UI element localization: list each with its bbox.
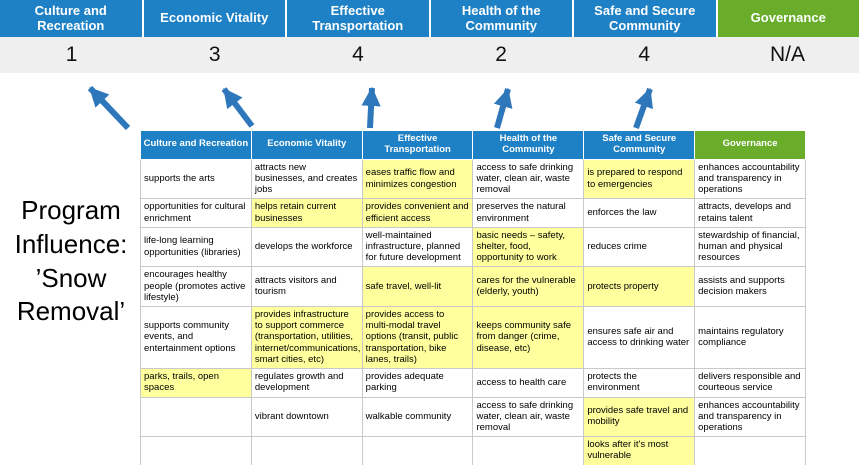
pillar-banner-health-of-the-community: Health of the Community <box>430 0 574 37</box>
matrix-row-6: parks, trails, open spaces regulates grow… <box>140 368 806 398</box>
matrix-cell: vibrant downtown <box>250 396 363 438</box>
matrix-cell-empty <box>472 436 585 465</box>
matrix-cell: enforces the law <box>583 198 696 228</box>
matrix-cell: basic needs – safety, shelter, food, opp… <box>472 226 585 268</box>
matrix-row-2: opportunities for cultural enrichment hel… <box>140 198 806 228</box>
matrix-cell: opportunities for cultural enrichment <box>140 198 252 228</box>
matrix-header-effective-transportation: Effective Transportation <box>361 130 474 160</box>
pillar-score-governance: N/A <box>769 43 805 66</box>
matrix-cell: protects the environment <box>583 368 696 398</box>
matrix-cell: life-long learning opportunities (librar… <box>140 226 252 268</box>
matrix-cell: walkable community <box>361 396 474 438</box>
matrix-cell-empty <box>361 436 474 465</box>
matrix-cell: access to safe drinking water, clean air… <box>472 158 585 200</box>
pillar-score-safe-and-secure-community: 4 <box>638 43 651 66</box>
arrow-icon <box>87 85 131 131</box>
matrix-cell: delivers responsible and courteous servi… <box>694 368 806 398</box>
matrix-cell: safe travel, well-lit <box>361 266 474 308</box>
matrix-cell: looks after it's most vulnerable <box>583 436 696 465</box>
matrix-cell: supports the arts <box>140 158 252 200</box>
matrix-cell: provides safe travel and mobility <box>583 396 696 438</box>
matrix-header-culture-and-recreation: Culture and Recreation <box>140 130 252 160</box>
matrix-row-5: supports community events, and entertain… <box>140 306 806 370</box>
matrix-cell: reduces crime <box>583 226 696 268</box>
matrix-row-1: supports the arts attracts new businesses… <box>140 158 806 200</box>
arrow-icon <box>633 87 653 130</box>
matrix-cell: regulates growth and development <box>250 368 363 398</box>
arrow-icon <box>361 86 381 129</box>
matrix-cell: provides access to multi-modal travel op… <box>361 306 474 370</box>
matrix-cell: attracts visitors and tourism <box>250 266 363 308</box>
matrix-cell: supports community events, and entertain… <box>140 306 252 370</box>
matrix-cell: access to health care <box>472 368 585 398</box>
pillar-banner-effective-transportation: Effective Transportation <box>287 0 431 37</box>
matrix-cell: provides adequate parking <box>361 368 474 398</box>
matrix-cell: encourages healthy people (promotes acti… <box>140 266 252 308</box>
pillar-banner-culture-and-recreation: Culture and Recreation <box>0 0 144 37</box>
matrix-cell: enhances accountability and transparency… <box>694 396 806 438</box>
matrix-cell: eases traffic flow and minimizes congest… <box>361 158 474 200</box>
matrix-header-safe-and-secure-community: Safe and Secure Community <box>583 130 696 160</box>
matrix-cell-empty <box>694 436 806 465</box>
matrix-cell-empty <box>140 396 252 438</box>
matrix-cell: enhances accountability and transparency… <box>694 158 806 200</box>
matrix-row-3: life-long learning opportunities (librar… <box>140 226 806 268</box>
matrix-cell: attracts, develops and retains talent <box>694 198 806 228</box>
program-title: Program Influence: ’Snow Removal’ <box>14 195 128 327</box>
matrix-cell: provides convenient and efficient access <box>361 198 474 228</box>
pillar-score-health-of-the-community: 2 <box>495 43 507 66</box>
matrix-cell: ensures safe air and access to drinking … <box>583 306 696 370</box>
matrix-row-8: looks after it's most vulnerable <box>140 436 806 465</box>
matrix-cell: cares for the vulnerable (elderly, youth… <box>472 266 585 308</box>
pillar-matrix-table: Culture and Recreation Economic Vitality E… <box>140 130 806 465</box>
matrix-cell: preserves the natural environment <box>472 198 585 228</box>
matrix-row-4: encourages healthy people (promotes acti… <box>140 266 806 308</box>
pillar-score-row: 1 3 4 2 4 N/A <box>0 37 859 73</box>
arrow-icon <box>221 87 255 128</box>
matrix-cell-empty <box>250 436 363 465</box>
pillar-banner-governance: Governance <box>717 0 859 37</box>
matrix-row-7: vibrant downtown walkable community access… <box>140 396 806 438</box>
pillar-score-culture-and-recreation: 1 <box>65 43 78 66</box>
matrix-cell: parks, trails, open spaces <box>140 368 252 398</box>
matrix-body: supports the arts attracts new businesses… <box>140 158 806 465</box>
matrix-cell: protects property <box>583 266 696 308</box>
pillar-score-economic-vitality: 3 <box>208 43 221 66</box>
arrow-icon <box>493 87 513 129</box>
arrows-layer <box>87 85 653 131</box>
pillar-banner-economic-vitality: Economic Vitality <box>143 0 287 37</box>
matrix-cell: stewardship of financial, human and phys… <box>694 226 806 268</box>
matrix-cell: maintains regulatory compliance <box>694 306 806 370</box>
matrix-cell: access to safe drinking water, clean air… <box>472 396 585 438</box>
matrix-header-economic-vitality: Economic Vitality <box>250 130 363 160</box>
matrix-header-governance: Governance <box>694 130 806 160</box>
matrix-cell: well-maintained infrastructure, planned … <box>361 226 474 268</box>
matrix-cell: assists and supports decision makers <box>694 266 806 308</box>
matrix-cell-empty <box>140 436 252 465</box>
pillar-banner-safe-and-secure-community: Safe and Secure Community <box>574 0 718 37</box>
matrix-cell: keeps community safe from danger (crime,… <box>472 306 585 370</box>
pillar-banner-row: Culture and Recreation Economic Vitality E… <box>0 0 859 37</box>
matrix-cell: helps retain current businesses <box>250 198 363 228</box>
matrix-cell: provides infrastructure to support comme… <box>250 306 363 370</box>
pillar-score-effective-transportation: 4 <box>352 43 364 66</box>
matrix-cell: develops the workforce <box>250 226 363 268</box>
matrix-cell: attracts new businesses, and creates job… <box>250 158 363 200</box>
matrix-header-health-of-the-community: Health of the Community <box>472 130 585 160</box>
matrix-header-row: Culture and Recreation Economic Vitality E… <box>140 130 806 160</box>
matrix-cell: is prepared to respond to emergencies <box>583 158 696 200</box>
